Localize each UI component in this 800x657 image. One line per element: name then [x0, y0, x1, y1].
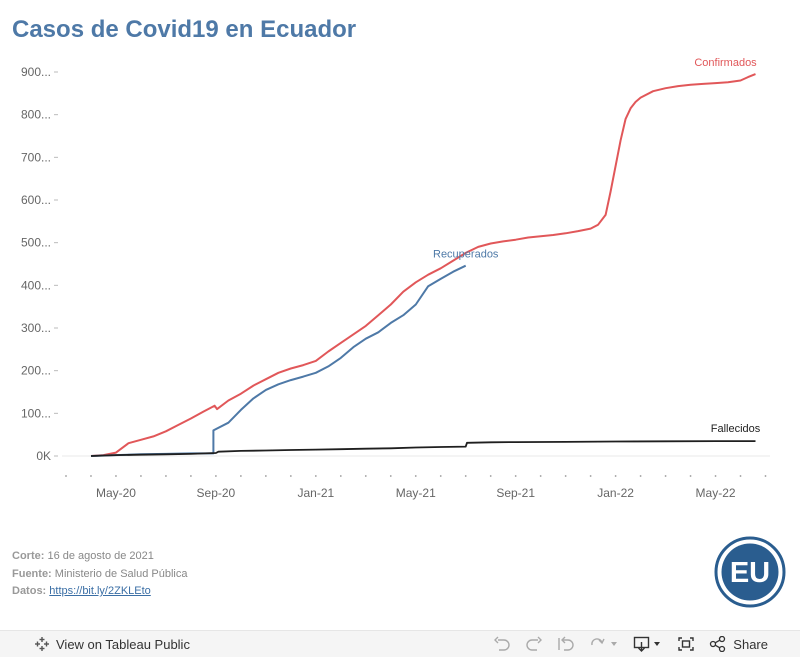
revert-icon [558, 636, 574, 651]
x-tick-label: May-22 [696, 486, 736, 500]
x-minor-tick [639, 475, 642, 477]
x-minor-tick [564, 475, 567, 477]
y-tick-label: 0K [36, 449, 51, 463]
x-minor-tick [464, 475, 467, 477]
fullscreen-icon [678, 637, 694, 651]
x-minor-tick [589, 475, 592, 477]
chart-title: Casos de Covid19 en Ecuador [12, 16, 357, 43]
corte-label: Corte: [12, 550, 45, 562]
x-minor-tick [65, 475, 67, 477]
datos-link[interactable]: https://bit.ly/2ZKLEto [49, 585, 151, 597]
x-minor-tick [214, 475, 217, 477]
undo-button[interactable] [493, 636, 511, 652]
x-minor-tick [614, 475, 617, 477]
x-minor-tick [714, 475, 717, 477]
series-label-fallecidos: Fallecidos [711, 423, 761, 435]
y-tick-label: 400... [21, 278, 51, 292]
redo-button[interactable] [525, 636, 543, 652]
share-icon [710, 636, 726, 652]
y-tick-label: 300... [21, 321, 51, 335]
fullscreen-button[interactable] [677, 636, 695, 652]
x-tick-label: May-20 [96, 486, 136, 500]
x-tick-label: Sep-21 [496, 486, 535, 500]
fuente-value: Ministerio de Salud Pública [54, 567, 188, 580]
corte-value: 16 de agosto de 2021 [47, 550, 154, 562]
x-minor-tick [764, 475, 767, 477]
tableau-icon [35, 637, 49, 651]
redo-icon [526, 636, 543, 651]
view-on-tableau-label: View on Tableau Public [56, 636, 190, 652]
view-on-tableau-link[interactable]: View on Tableau Public [34, 636, 190, 652]
y-tick-label: 200... [21, 364, 51, 378]
x-minor-tick [339, 475, 342, 477]
share-label: Share [733, 636, 768, 652]
x-minor-tick [314, 475, 317, 477]
x-minor-tick [664, 475, 667, 477]
tableau-toolbar: View on Tableau Public Share [0, 630, 800, 657]
series-label-confirmados: Confirmados [694, 57, 757, 69]
x-minor-tick [140, 475, 142, 477]
y-tick-label: 700... [21, 150, 51, 164]
source-notes: Corte: 16 de agosto de 2021 Fuente: Mini… [12, 548, 187, 601]
y-tick-label: 900... [21, 65, 51, 79]
x-minor-tick [190, 475, 192, 477]
x-minor-tick [389, 475, 392, 477]
fuente-label: Fuente: [12, 567, 52, 580]
series-line-confirmados [90, 73, 756, 457]
download-button[interactable] [633, 636, 663, 652]
y-tick-label: 800... [21, 108, 51, 122]
x-minor-tick [414, 475, 417, 477]
x-tick-label: Jan-21 [297, 486, 334, 500]
refresh-button[interactable] [589, 636, 619, 652]
x-minor-tick [264, 475, 267, 477]
series-label-recuperados: Recuperados [433, 249, 499, 261]
refresh-icon [591, 638, 618, 646]
x-minor-tick [514, 475, 517, 477]
x-tick-label: May-21 [396, 486, 436, 500]
x-tick-label: Sep-20 [197, 486, 236, 500]
series-line-recuperados [90, 264, 467, 457]
undo-icon [494, 636, 510, 651]
series-line-fallecidos [90, 440, 756, 457]
x-minor-tick [364, 475, 367, 477]
datos-label: Datos: [12, 585, 47, 597]
revert-button[interactable] [557, 636, 575, 652]
y-tick-label: 500... [21, 236, 51, 250]
x-minor-tick [165, 475, 167, 477]
x-minor-tick [90, 475, 92, 477]
x-minor-tick [489, 475, 492, 477]
x-minor-tick [539, 475, 542, 477]
x-minor-tick [239, 475, 242, 477]
x-minor-tick [289, 475, 292, 477]
x-tick-label: Jan-22 [597, 486, 634, 500]
eu-logo: EU [714, 536, 786, 608]
x-minor-tick [739, 475, 742, 477]
logo-text: EU [730, 557, 770, 589]
y-tick-label: 600... [21, 193, 51, 207]
line-chart: 0K 100... 200... 300... 400... 500... 600... 70… [21, 57, 770, 500]
x-minor-tick [689, 475, 692, 477]
share-button[interactable]: Share [709, 636, 768, 652]
x-minor-tick [439, 475, 442, 477]
x-minor-tick [115, 475, 117, 477]
download-icon [634, 636, 661, 652]
y-tick-label: 100... [21, 406, 51, 420]
